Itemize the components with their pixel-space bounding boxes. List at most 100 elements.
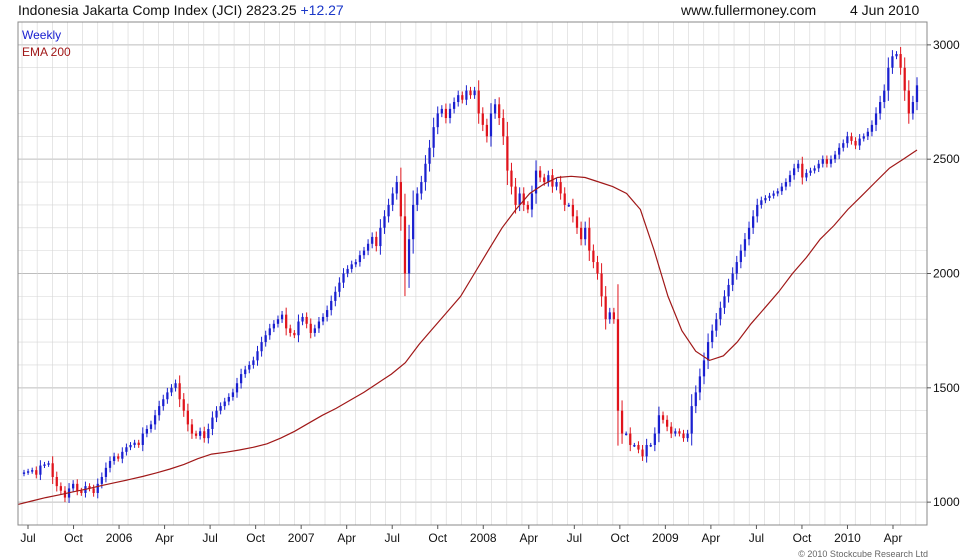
- candle-body: [530, 193, 534, 210]
- candle-body: [698, 376, 702, 393]
- candle-body: [838, 147, 841, 155]
- candle-body: [690, 406, 693, 434]
- candle-body: [612, 312, 615, 320]
- x-tick-label: Apr: [155, 531, 174, 545]
- candle-body: [829, 159, 833, 164]
- candle-body: [813, 168, 816, 171]
- candle-body: [899, 54, 902, 68]
- axes: 1000 1500 2000 2500 3000 Jul Oct 2006 Apr Jul Oct 2…: [17, 21, 960, 545]
- candle-body: [788, 175, 792, 183]
- candle-body: [182, 399, 185, 411]
- candle-body: [522, 193, 525, 205]
- x-tick-label: Oct: [793, 531, 812, 545]
- candle-body: [289, 328, 292, 333]
- candle-body: [588, 227, 591, 251]
- x-tick-label: Jul: [567, 531, 582, 545]
- candle-body: [821, 159, 824, 164]
- candle-body: [616, 319, 620, 411]
- candle-body: [235, 383, 239, 393]
- candle-body: [326, 310, 329, 317]
- candle-body: [403, 216, 407, 274]
- candle-body: [412, 204, 415, 240]
- candle-body: [317, 321, 321, 329]
- candle-body: [870, 124, 874, 132]
- candle-body: [641, 449, 644, 457]
- candle-body: [477, 90, 480, 114]
- candle-body: [440, 108, 443, 114]
- candle-body: [891, 56, 894, 68]
- candle-body: [346, 268, 349, 274]
- candle-body: [26, 471, 30, 473]
- candle-body: [543, 177, 546, 183]
- candle-body: [907, 90, 910, 114]
- candle-body: [297, 321, 300, 336]
- candle-body: [879, 102, 882, 114]
- candle-body: [911, 102, 915, 114]
- candle-body: [649, 444, 652, 447]
- candle-body: [489, 113, 493, 137]
- candle-body: [141, 433, 144, 445]
- candle-body: [92, 488, 95, 493]
- y-tick-label: 1000: [933, 495, 960, 509]
- candle-body: [764, 198, 767, 201]
- candle-body: [72, 483, 75, 489]
- candle-body: [637, 444, 640, 450]
- candle-body: [88, 486, 91, 489]
- candle-body: [760, 200, 763, 205]
- candle-body: [125, 447, 128, 452]
- candle-body: [231, 392, 235, 397]
- candle-body: [309, 323, 312, 333]
- candle-body: [194, 433, 198, 436]
- candle-body: [252, 360, 255, 365]
- candle-body: [190, 424, 194, 434]
- candle-body: [321, 316, 325, 322]
- candle-body: [43, 464, 46, 466]
- candle-body: [108, 460, 112, 468]
- candle-body: [457, 95, 460, 103]
- candle-body: [362, 250, 366, 256]
- candle-body: [711, 330, 714, 343]
- candle-body: [825, 159, 829, 164]
- x-tick-label: Apr: [519, 531, 538, 545]
- candle-body: [354, 262, 357, 265]
- candle-body: [735, 262, 738, 274]
- x-tick-label: Jul: [20, 531, 35, 545]
- candle-body: [600, 273, 603, 297]
- candle-body: [395, 182, 398, 194]
- candle-body: [752, 216, 755, 228]
- candle-body: [379, 227, 382, 247]
- candle-body: [276, 319, 280, 324]
- candle-body: [121, 451, 124, 459]
- candle-body: [563, 193, 566, 205]
- candle-body: [833, 154, 837, 160]
- candle-body: [133, 442, 136, 445]
- candle-body: [874, 113, 878, 125]
- candle-body: [862, 136, 865, 139]
- candle-body: [424, 163, 427, 183]
- candle-body: [137, 442, 140, 445]
- candle-body: [670, 426, 673, 434]
- candle-body: [866, 131, 869, 137]
- price-change: +12.27: [300, 2, 344, 18]
- candle-body: [629, 433, 632, 445]
- candle-body: [35, 470, 38, 475]
- candle-body: [657, 415, 661, 434]
- grid-lines: [18, 22, 927, 525]
- x-tick-label: Apr: [337, 531, 356, 545]
- candle-body: [280, 314, 284, 320]
- candle-body: [391, 193, 394, 205]
- candle-body: [387, 204, 390, 217]
- candle-body: [305, 316, 308, 324]
- x-tick-label: Apr: [702, 531, 721, 545]
- candle-body: [895, 54, 898, 57]
- candle-body: [330, 300, 333, 311]
- candle-body: [350, 264, 353, 269]
- candle-body: [285, 314, 288, 329]
- candle-body: [375, 236, 378, 247]
- candle-body: [256, 351, 259, 361]
- candle-body: [514, 186, 517, 205]
- candle-body: [842, 143, 845, 148]
- legend: Weekly EMA 200: [22, 28, 71, 59]
- chart-title: Indonesia Jakarta Comp Index (JCI) 2823.…: [18, 2, 344, 18]
- candle-body: [461, 95, 464, 100]
